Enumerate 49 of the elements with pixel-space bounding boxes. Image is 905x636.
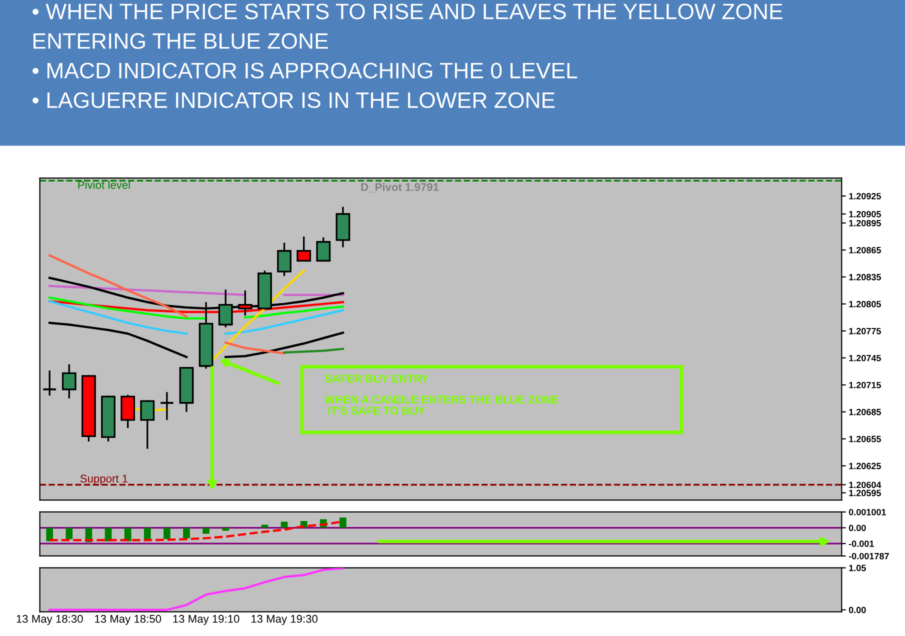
y-tick-label: 1.20805 [849,300,881,308]
y-tick-label: 1.05 [849,564,866,572]
y-tick-label: 1.20625 [849,462,881,470]
y-tick-label: -0.001787 [848,552,889,560]
bar [280,522,288,528]
x-tick-label: 13 May 19:30 [251,614,318,625]
bar [144,528,151,540]
y-tick-label: 0.00 [848,606,866,614]
bar [66,528,73,540]
bar [164,528,170,540]
y-tick-label: 1.20655 [849,436,881,442]
x-tick-label: 13 May 18:30 [16,614,83,625]
annotation: WHEN A CANDLE ENTERS THE BLUE ZONE IT'S SAFE TO BUY [324,396,558,415]
y-tick-label: 0.001001 [848,508,886,516]
y-tick-label: 1.20865 [849,246,881,254]
candlestick [277,242,292,277]
bar [222,528,230,531]
candlestick [62,363,76,400]
y-tick-label: 1.20925 [849,192,881,200]
annotation: D_Pivot 1.9791 [361,182,439,192]
y-tick-label: 1.20745 [849,354,881,362]
y-tick-label: 1.20835 [849,274,881,280]
y-tick-label: 1.20775 [849,328,881,334]
y-tick-label: 1.20595 [849,490,881,496]
bar [340,518,346,528]
bar [183,528,190,538]
y-tick-label: 0.00 [848,524,866,532]
candlestick [42,370,57,397]
y-tick-label: 1.20895 [849,220,881,226]
bar [46,528,54,542]
chart-title: • WHEN THE PRICE STARTS TO RISE AND LEAVES THE YELLOW ZONE ENTERING THE BLUE ZONE • MACD INDICATOR IS APPROACHING THE 0 LEVEL • LAGUERRE INDICATOR IS IN THE LOWER ZONE [32,4,782,108]
y-tick-label: 1.20685 [849,408,881,416]
candlestick [160,391,174,421]
y-tick-label: -0.001 [848,540,874,547]
x-tick-label: 13 May 19:10 [173,614,240,625]
candlestick [316,236,331,262]
y-tick-label: 1.20604 [849,482,882,488]
x-tick-label: 13 May 18:50 [95,614,162,625]
y-tick-label: 1.20715 [849,382,881,388]
candlestick [140,399,155,450]
bar [202,528,210,534]
ref-line-label: Piviot level [78,180,130,189]
y-tick-label: 1.20905 [849,210,881,218]
ref-line-label: Support 1 [80,474,128,485]
annotation: SAFER BUY ENTRY [324,374,429,383]
line-series [48,568,344,611]
candlestick [296,236,312,262]
bar [261,524,268,528]
candlestick [120,394,136,429]
